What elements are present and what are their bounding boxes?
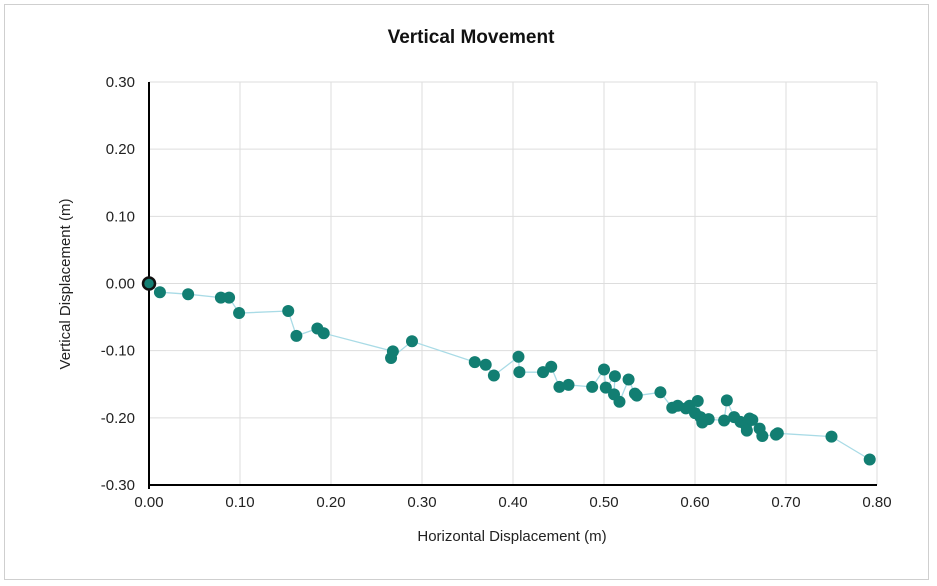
grid [148, 81, 878, 486]
data-point [691, 395, 704, 408]
data-point [863, 453, 876, 466]
y-tick-label: 0.30 [106, 74, 135, 91]
data-point [720, 394, 733, 407]
data-point [586, 380, 599, 393]
data-point [654, 386, 667, 399]
data-point [479, 358, 492, 371]
data-point [718, 414, 731, 427]
y-tick-label: 0.20 [106, 141, 135, 158]
data-point [282, 305, 295, 318]
y-tick-label: -0.10 [101, 343, 135, 360]
x-tick-label: 0.70 [771, 494, 800, 511]
chart-title: Vertical Movement [388, 27, 556, 48]
data-point [512, 350, 525, 363]
x-tick-label: 0.20 [316, 494, 345, 511]
x-tick-label: 0.60 [680, 494, 709, 511]
data-point [468, 356, 481, 369]
data-point [740, 424, 753, 437]
data-point [290, 329, 303, 342]
x-tick-label: 0.30 [407, 494, 436, 511]
data-point [513, 366, 526, 379]
x-tick-label: 0.00 [134, 494, 163, 511]
x-tick-label: 0.80 [862, 494, 891, 511]
data-point [545, 360, 558, 373]
data-point [608, 370, 621, 383]
data-point [405, 335, 418, 348]
y-tick-label: 0.10 [106, 208, 135, 225]
y-axis-title: Vertical Displacement (m) [57, 199, 74, 370]
y-tick-labels: 0.30 0.20 0.10 0.00 -0.10 -0.20 -0.30 [101, 74, 135, 494]
data-point [153, 286, 166, 299]
data-points [141, 276, 876, 466]
data-point [598, 363, 610, 376]
data-point [385, 352, 398, 365]
y-tick-label: 0.00 [106, 276, 135, 293]
data-point [553, 380, 566, 393]
data-point [182, 288, 195, 301]
x-axis-title: Horizontal Displacement (m) [417, 528, 606, 545]
data-point [487, 369, 500, 382]
data-point [613, 395, 626, 408]
y-tick-label: -0.30 [101, 477, 135, 494]
data-point [562, 378, 575, 391]
data-point [233, 307, 246, 320]
x-tick-label: 0.40 [498, 494, 527, 511]
data-point [317, 327, 330, 340]
x-tick-label: 0.10 [225, 494, 254, 511]
x-tick-label: 0.50 [589, 494, 618, 511]
x-tick-labels: 0.00 0.10 0.20 0.30 0.40 0.50 0.60 0.70 0.80 [134, 494, 891, 511]
data-point [223, 291, 236, 304]
data-point [771, 427, 784, 440]
origin-point [141, 276, 157, 291]
y-tick-label: -0.20 [101, 410, 135, 427]
data-point [622, 373, 635, 386]
data-point [599, 381, 612, 394]
data-point [825, 430, 838, 443]
data-point [756, 429, 769, 442]
data-point [630, 389, 643, 402]
data-point [746, 413, 759, 426]
data-point [702, 413, 715, 426]
